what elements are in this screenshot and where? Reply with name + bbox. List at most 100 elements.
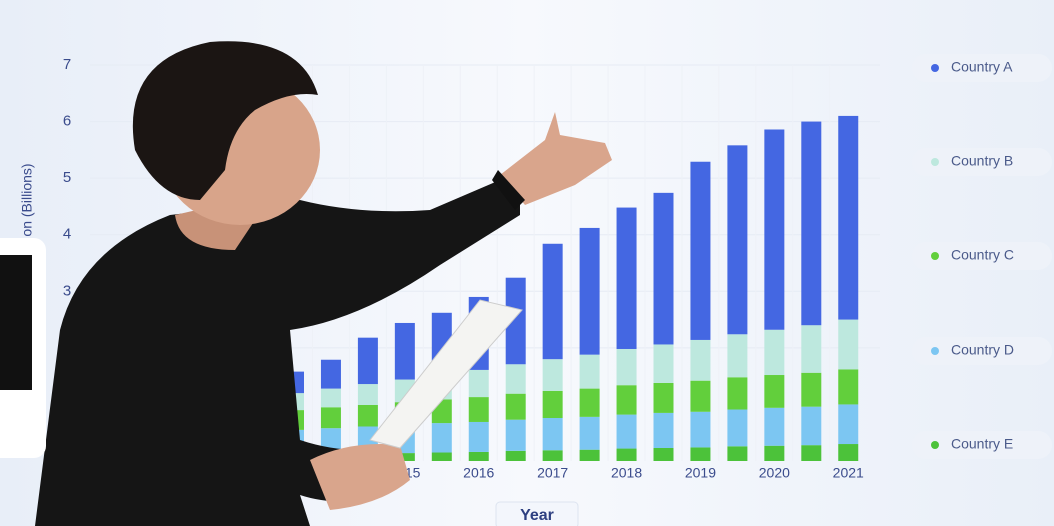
bar-segment: [579, 449, 600, 461]
legend-dot: [931, 64, 939, 72]
bar-segment: [727, 334, 748, 378]
legend-dot: [931, 158, 939, 166]
bar-segment: [801, 121, 822, 326]
bar-segment: [431, 423, 452, 453]
bar-segment: [542, 359, 563, 391]
bar-segment: [542, 243, 563, 360]
bar-segment: [838, 319, 859, 370]
bar-segment: [579, 354, 600, 389]
bar-segment: [505, 277, 526, 365]
bar-segment: [838, 369, 859, 405]
bar-segment: [616, 448, 637, 461]
bar-segment: [764, 129, 785, 330]
bar-segment: [468, 369, 489, 398]
bar-segment: [801, 406, 822, 446]
bar-segment: [727, 409, 748, 447]
legend-label: Country B: [951, 153, 1013, 169]
sweater: [35, 180, 520, 526]
legend-label: Country C: [951, 247, 1014, 263]
watch: [492, 170, 525, 210]
bar-segment: [764, 407, 785, 446]
bar-segment: [505, 393, 526, 420]
lower-hand: [310, 444, 410, 510]
bar-segment: [727, 145, 748, 335]
y-tick-label: 5: [63, 169, 71, 186]
bar-segment: [320, 359, 341, 389]
bar-segment: [838, 115, 859, 320]
bar-segment: [764, 375, 785, 408]
bar-segment: [690, 447, 711, 461]
bar-segment: [653, 447, 674, 461]
x-tick-label: 2018: [611, 465, 642, 481]
bar-segment: [542, 450, 563, 461]
x-tick-label: 2020: [759, 465, 790, 481]
bar-segment: [690, 411, 711, 448]
bar-segment: [653, 192, 674, 345]
bar-segment: [357, 404, 378, 427]
bar-segment: [505, 364, 526, 394]
legend-dot: [931, 441, 939, 449]
legend-pill: [912, 54, 1052, 82]
x-tick-label: 2021: [833, 465, 864, 481]
bar-segment: [320, 388, 341, 408]
x-tick-label: 2019: [685, 465, 716, 481]
bar-segment: [468, 397, 489, 422]
bar-segment: [616, 207, 637, 349]
bar-segment: [505, 419, 526, 451]
legend-pill: [912, 431, 1052, 459]
y-tick-label: 6: [63, 113, 71, 130]
legend-dot: [931, 252, 939, 260]
bar-segment: [431, 452, 452, 461]
y-tick-label: 7: [63, 56, 71, 73]
x-tick-label: 2017: [537, 465, 568, 481]
bar-segment: [394, 453, 415, 461]
bar-segment: [801, 372, 822, 407]
y-tick-label: 4: [63, 226, 71, 243]
hair: [132, 41, 318, 200]
bar-segment: [542, 390, 563, 419]
presenter: [0, 41, 612, 526]
legend-label: Country E: [951, 436, 1013, 452]
bar-segment: [616, 414, 637, 449]
legend-pill: [912, 242, 1052, 270]
bar-segment: [727, 446, 748, 461]
bar-segment: [653, 344, 674, 383]
paper: [369, 299, 523, 449]
legend-pill: [912, 337, 1052, 365]
bar-segment: [616, 385, 637, 415]
bar-segment: [505, 450, 526, 461]
bar-segment: [468, 421, 489, 452]
bar-segment: [653, 412, 674, 448]
bar-segment: [764, 329, 785, 376]
bar-segment: [579, 388, 600, 417]
bar-segment: [542, 418, 563, 451]
bar-segment: [653, 382, 674, 413]
bar-segment: [727, 377, 748, 410]
bar-segment: [764, 445, 785, 461]
y-axis-label: on (Billions): [19, 163, 35, 236]
bar-segment: [468, 451, 489, 461]
y-tick-label: 3: [63, 282, 71, 299]
x-tick-label: 2016: [463, 465, 494, 481]
bar-segment: [801, 445, 822, 461]
legend-dot: [931, 347, 939, 355]
bar-segment: [838, 404, 859, 445]
bar-segment: [320, 407, 341, 429]
legend-label: Country D: [951, 342, 1014, 358]
x-label-box: [495, 501, 579, 526]
bar-segment: [838, 444, 859, 461]
bar-segment: [357, 384, 378, 405]
bar-segment: [616, 348, 637, 386]
hand: [500, 112, 612, 205]
bar-segment: [357, 337, 378, 385]
qr-code: [0, 255, 32, 390]
bar-segment: [801, 325, 822, 373]
x-axis-label: Year: [520, 507, 554, 524]
bar-segment: [579, 227, 600, 355]
legend-label: Country A: [951, 59, 1013, 75]
bar-segment: [394, 322, 415, 380]
bar-segment: [579, 416, 600, 450]
bar-segment: [690, 380, 711, 412]
bar-segment: [690, 339, 711, 381]
